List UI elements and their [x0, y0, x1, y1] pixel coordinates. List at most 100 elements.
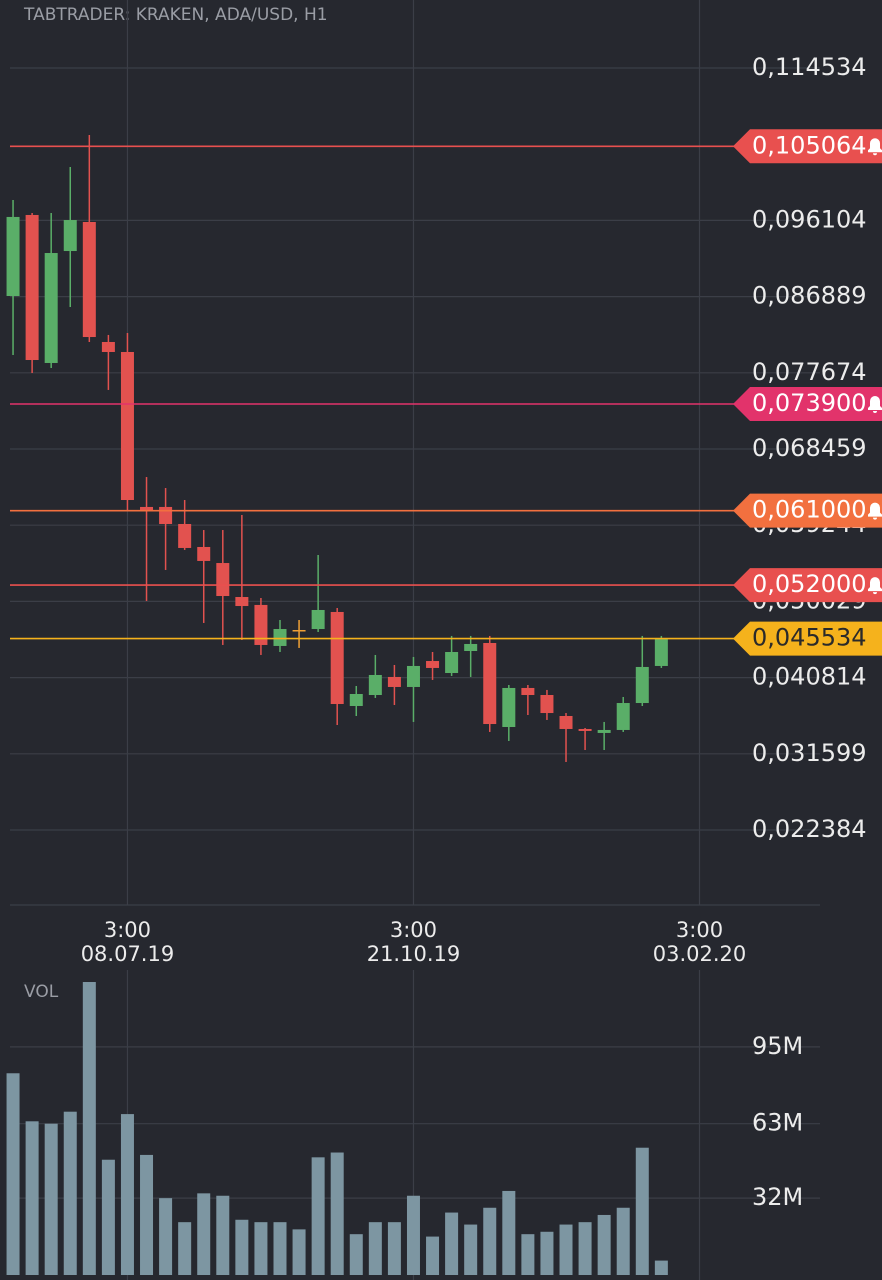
- volume-title: VOL: [24, 982, 59, 1002]
- volume-bar: [368, 1222, 382, 1275]
- price-tag: [733, 493, 882, 528]
- candle-body: [44, 253, 58, 363]
- volume-tick-label: 32M: [752, 1183, 803, 1211]
- candle-body: [406, 665, 420, 687]
- y-tick-label: 0,031599: [752, 739, 867, 767]
- bell-icon: [868, 138, 882, 156]
- candle-body: [159, 506, 173, 524]
- bell-icon: [868, 577, 882, 595]
- volume-bar: [6, 1073, 20, 1275]
- price-tag-label: 0,052000: [752, 570, 867, 598]
- candle-body: [330, 611, 344, 705]
- y-tick-label: 0,086889: [752, 282, 867, 310]
- candle-body: [25, 214, 39, 361]
- volume-bar: [178, 1222, 192, 1275]
- volume-bar: [63, 1111, 77, 1275]
- candle-body: [254, 604, 268, 645]
- price-tag-label: 0,045534: [752, 624, 867, 652]
- bell-icon: [868, 396, 882, 414]
- price-tag: [733, 387, 882, 422]
- volume-bar: [254, 1222, 268, 1275]
- volume-bar: [235, 1219, 249, 1275]
- price-tag: [733, 129, 882, 164]
- x-tick-time: 3:00: [104, 918, 151, 942]
- volume-bar: [387, 1222, 401, 1275]
- candle-body: [178, 523, 192, 548]
- volume-bar: [635, 1147, 649, 1275]
- candle-body: [311, 609, 325, 630]
- candle-body: [349, 694, 363, 706]
- volume-bar: [654, 1260, 668, 1275]
- y-tick-label: 0,022384: [752, 815, 867, 843]
- volume-bar: [464, 1224, 478, 1275]
- candle-body: [82, 222, 96, 338]
- candle-body: [635, 666, 649, 704]
- price-tag-label: 0,073900: [752, 389, 867, 417]
- volume-bar: [140, 1154, 154, 1275]
- candle-body: [101, 341, 115, 352]
- candle-body: [63, 220, 77, 252]
- candle-body: [368, 674, 382, 695]
- x-tick-time: 3:00: [390, 918, 437, 942]
- y-tick-label: 0,077674: [752, 358, 867, 386]
- candle-body: [540, 694, 554, 714]
- candle-body: [559, 716, 573, 729]
- volume-bar: [101, 1159, 115, 1275]
- volume-bar: [483, 1207, 497, 1275]
- volume-bar: [502, 1190, 516, 1275]
- volume-bar: [559, 1224, 573, 1275]
- candle-body: [426, 661, 440, 668]
- x-tick-time: 3:00: [676, 918, 723, 942]
- candle-body: [521, 687, 535, 695]
- candle-body: [483, 642, 497, 725]
- volume-bar: [349, 1234, 363, 1275]
- price-tag-label: 0,105064: [752, 131, 867, 159]
- volume-tick-label: 95M: [752, 1032, 803, 1060]
- candle-body: [387, 676, 401, 687]
- candle-body: [445, 651, 459, 674]
- volume-bar: [521, 1234, 535, 1275]
- y-tick-label: 0,096104: [752, 205, 867, 233]
- volume-bar: [406, 1195, 420, 1275]
- volume-bar: [273, 1222, 287, 1275]
- volume-bar: [597, 1214, 611, 1275]
- candle-body: [292, 630, 306, 632]
- chart-title: TABTRADER: KRAKEN, ADA/USD, H1: [23, 5, 328, 25]
- candle-body: [235, 597, 249, 607]
- price-tag: [733, 621, 882, 656]
- volume-bar: [311, 1157, 325, 1275]
- candle-body: [6, 216, 20, 297]
- volume-bar: [616, 1207, 630, 1275]
- candle-body: [578, 728, 592, 731]
- bell-icon: [868, 502, 882, 520]
- candle-body: [140, 506, 154, 511]
- candle-body: [616, 703, 630, 730]
- volume-bar: [540, 1231, 554, 1275]
- volume-bar: [292, 1229, 306, 1275]
- price-tag: [733, 568, 882, 603]
- candle-body: [197, 546, 211, 561]
- x-tick-label: 08.07.19: [81, 942, 175, 966]
- y-tick-label: 0,114534: [752, 53, 867, 81]
- price-tag-label: 0,061000: [752, 496, 867, 524]
- x-tick-label: 21.10.19: [367, 942, 461, 966]
- candle-body: [597, 729, 611, 733]
- volume-tick-label: 63M: [752, 1109, 803, 1137]
- candle-body: [120, 351, 134, 501]
- volume-bar: [25, 1121, 39, 1275]
- volume-bar: [197, 1193, 211, 1275]
- candle-body: [273, 629, 287, 646]
- volume-bar: [578, 1222, 592, 1275]
- x-tick-label: 03.02.20: [653, 942, 747, 966]
- volume-bar: [82, 982, 96, 1275]
- volume-bar: [120, 1114, 134, 1275]
- y-tick-label: 0,068459: [752, 434, 867, 462]
- volume-bar: [159, 1198, 173, 1275]
- y-tick-label: 0,040814: [752, 663, 867, 691]
- volume-bar: [445, 1212, 459, 1275]
- volume-bar: [44, 1123, 58, 1275]
- volume-bar: [330, 1152, 344, 1275]
- volume-bar: [216, 1195, 230, 1275]
